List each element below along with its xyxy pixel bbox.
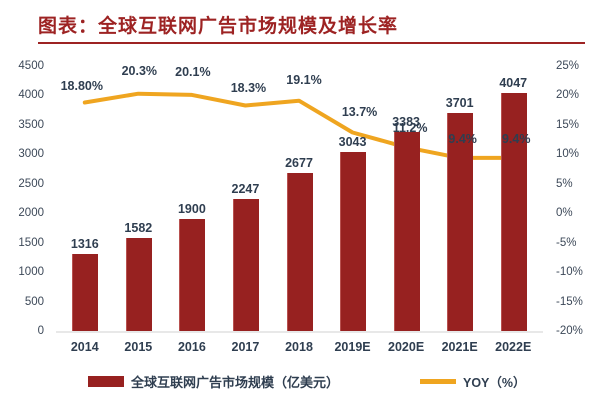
y-axis-left-tick: 4000	[18, 89, 44, 102]
yoy-line-path	[82, 91, 516, 160]
x-axis-baseline	[56, 331, 543, 333]
y-axis-right-tick: 20%	[556, 89, 580, 102]
y-axis-right-tick: 5%	[556, 177, 573, 190]
x-axis-label-2014: 2014	[70, 340, 99, 354]
yoy-value-label: 9.4%	[501, 131, 531, 146]
y-axis-left-tick: 3000	[18, 148, 44, 161]
legend-item-bar[interactable]: 全球互联网广告市场规模（亿美元）	[88, 372, 339, 391]
y-axis-left-tick: 1500	[18, 236, 44, 249]
y-axis-right-tick: 10%	[556, 148, 580, 161]
yoy-value-label: 19.1%	[286, 72, 322, 87]
yoy-line-series	[82, 91, 516, 160]
bar-2014[interactable]	[72, 253, 99, 331]
y-axis-right-tick: 25%	[556, 60, 580, 72]
legend-item-bar-label: 全球互联网广告市场规模（亿美元）	[131, 376, 340, 391]
y-axis-left-tick: 2000	[18, 207, 44, 220]
bar-value-label: 3383	[392, 114, 421, 129]
bar-value-label: 3701	[445, 96, 474, 111]
bar-2021E[interactable]	[447, 113, 474, 331]
yoy-value-label: 20.3%	[121, 63, 158, 78]
yoy-value-label: 13.7%	[341, 104, 378, 119]
bar-value-label: 4047	[499, 75, 528, 90]
plot-area: 1316 1582 1900 2247 2677 3043 3383 3701 4047 18.8…	[58, 63, 540, 331]
bar-value-label: 2677	[285, 156, 313, 171]
y-axis-left-tick: 2500	[18, 177, 44, 190]
bar-2019E[interactable]	[340, 151, 367, 331]
x-axis-label-2022E: 2022E	[495, 340, 532, 354]
y-axis-right-tick: 15%	[556, 118, 580, 131]
page-title: 图表：全球互联网广告市场规模及增长率	[38, 15, 399, 37]
bar-2017[interactable]	[232, 198, 259, 331]
y-axis-left-tick: 0	[37, 325, 44, 337]
bar-value-label: 3043	[338, 134, 367, 149]
bar-2022E[interactable]	[500, 92, 527, 331]
chart-canvas: 0 500 1000 1500 2000 2500 3000 3500 4000 4500 -20…	[0, 48, 600, 400]
y-axis-left-tick: 500	[24, 295, 44, 308]
chart-header: 图表：全球互联网广告市场规模及增长率	[0, 0, 600, 48]
yoy-value-label: 18.3%	[230, 81, 267, 96]
bar-value-label: 2247	[231, 181, 260, 196]
y-axis-left-tick: 4500	[18, 60, 44, 72]
bar-2018[interactable]	[286, 173, 313, 331]
x-axis-label-2020E: 2020E	[388, 340, 425, 354]
y-axis-right-tick: -5%	[556, 236, 577, 249]
y-axis-right-tick: -10%	[556, 266, 583, 279]
y-axis-left: 0 500 1000 1500 2000 2500 3000 3500 4000 4500	[0, 48, 52, 400]
bar-2020E[interactable]	[393, 131, 420, 331]
y-axis-left-tick: 1000	[18, 266, 44, 279]
x-axis-label-2019E: 2019E	[334, 340, 371, 354]
yoy-value-label: 11.2%	[392, 121, 428, 136]
yoy-value-label: 9.4%	[448, 131, 477, 146]
x-axis-label-2018: 2018	[285, 340, 313, 354]
legend-item-line[interactable]: YOY（%）	[420, 372, 526, 391]
legend-item-line-label: YOY（%）	[463, 376, 526, 390]
bar-value-label: 1316	[70, 236, 99, 251]
line-series-color-swatch-icon	[420, 379, 456, 384]
bar-value-label: 1582	[124, 220, 153, 235]
x-axis-label-2016: 2016	[177, 340, 206, 354]
y-axis-right-tick: 0%	[556, 207, 573, 220]
x-axis-label-2015: 2015	[124, 340, 153, 354]
yoy-value-label: 20.1%	[175, 64, 211, 79]
bar-2016[interactable]	[179, 219, 206, 331]
chart-legend: 全球互联网广告市场规模（亿美元） YOY（%）	[0, 366, 600, 396]
bar-series-color-swatch-icon	[88, 376, 124, 387]
x-axis-label-2017: 2017	[231, 340, 260, 354]
bar-value-label: 1900	[177, 202, 206, 217]
y-axis-right-tick: -20%	[556, 325, 583, 337]
x-axis-label-2021E: 2021E	[441, 340, 478, 354]
y-axis-right-percent: -20% -15% -10% -5% 0% 5% 10% 15% 20% 25%	[548, 48, 600, 400]
bar-2015[interactable]	[125, 237, 152, 331]
y-axis-left-tick: 3500	[18, 118, 44, 131]
title-underline-divider	[38, 42, 585, 44]
yoy-value-label: 18.80%	[60, 78, 103, 93]
y-axis-right-tick: -15%	[556, 295, 583, 308]
